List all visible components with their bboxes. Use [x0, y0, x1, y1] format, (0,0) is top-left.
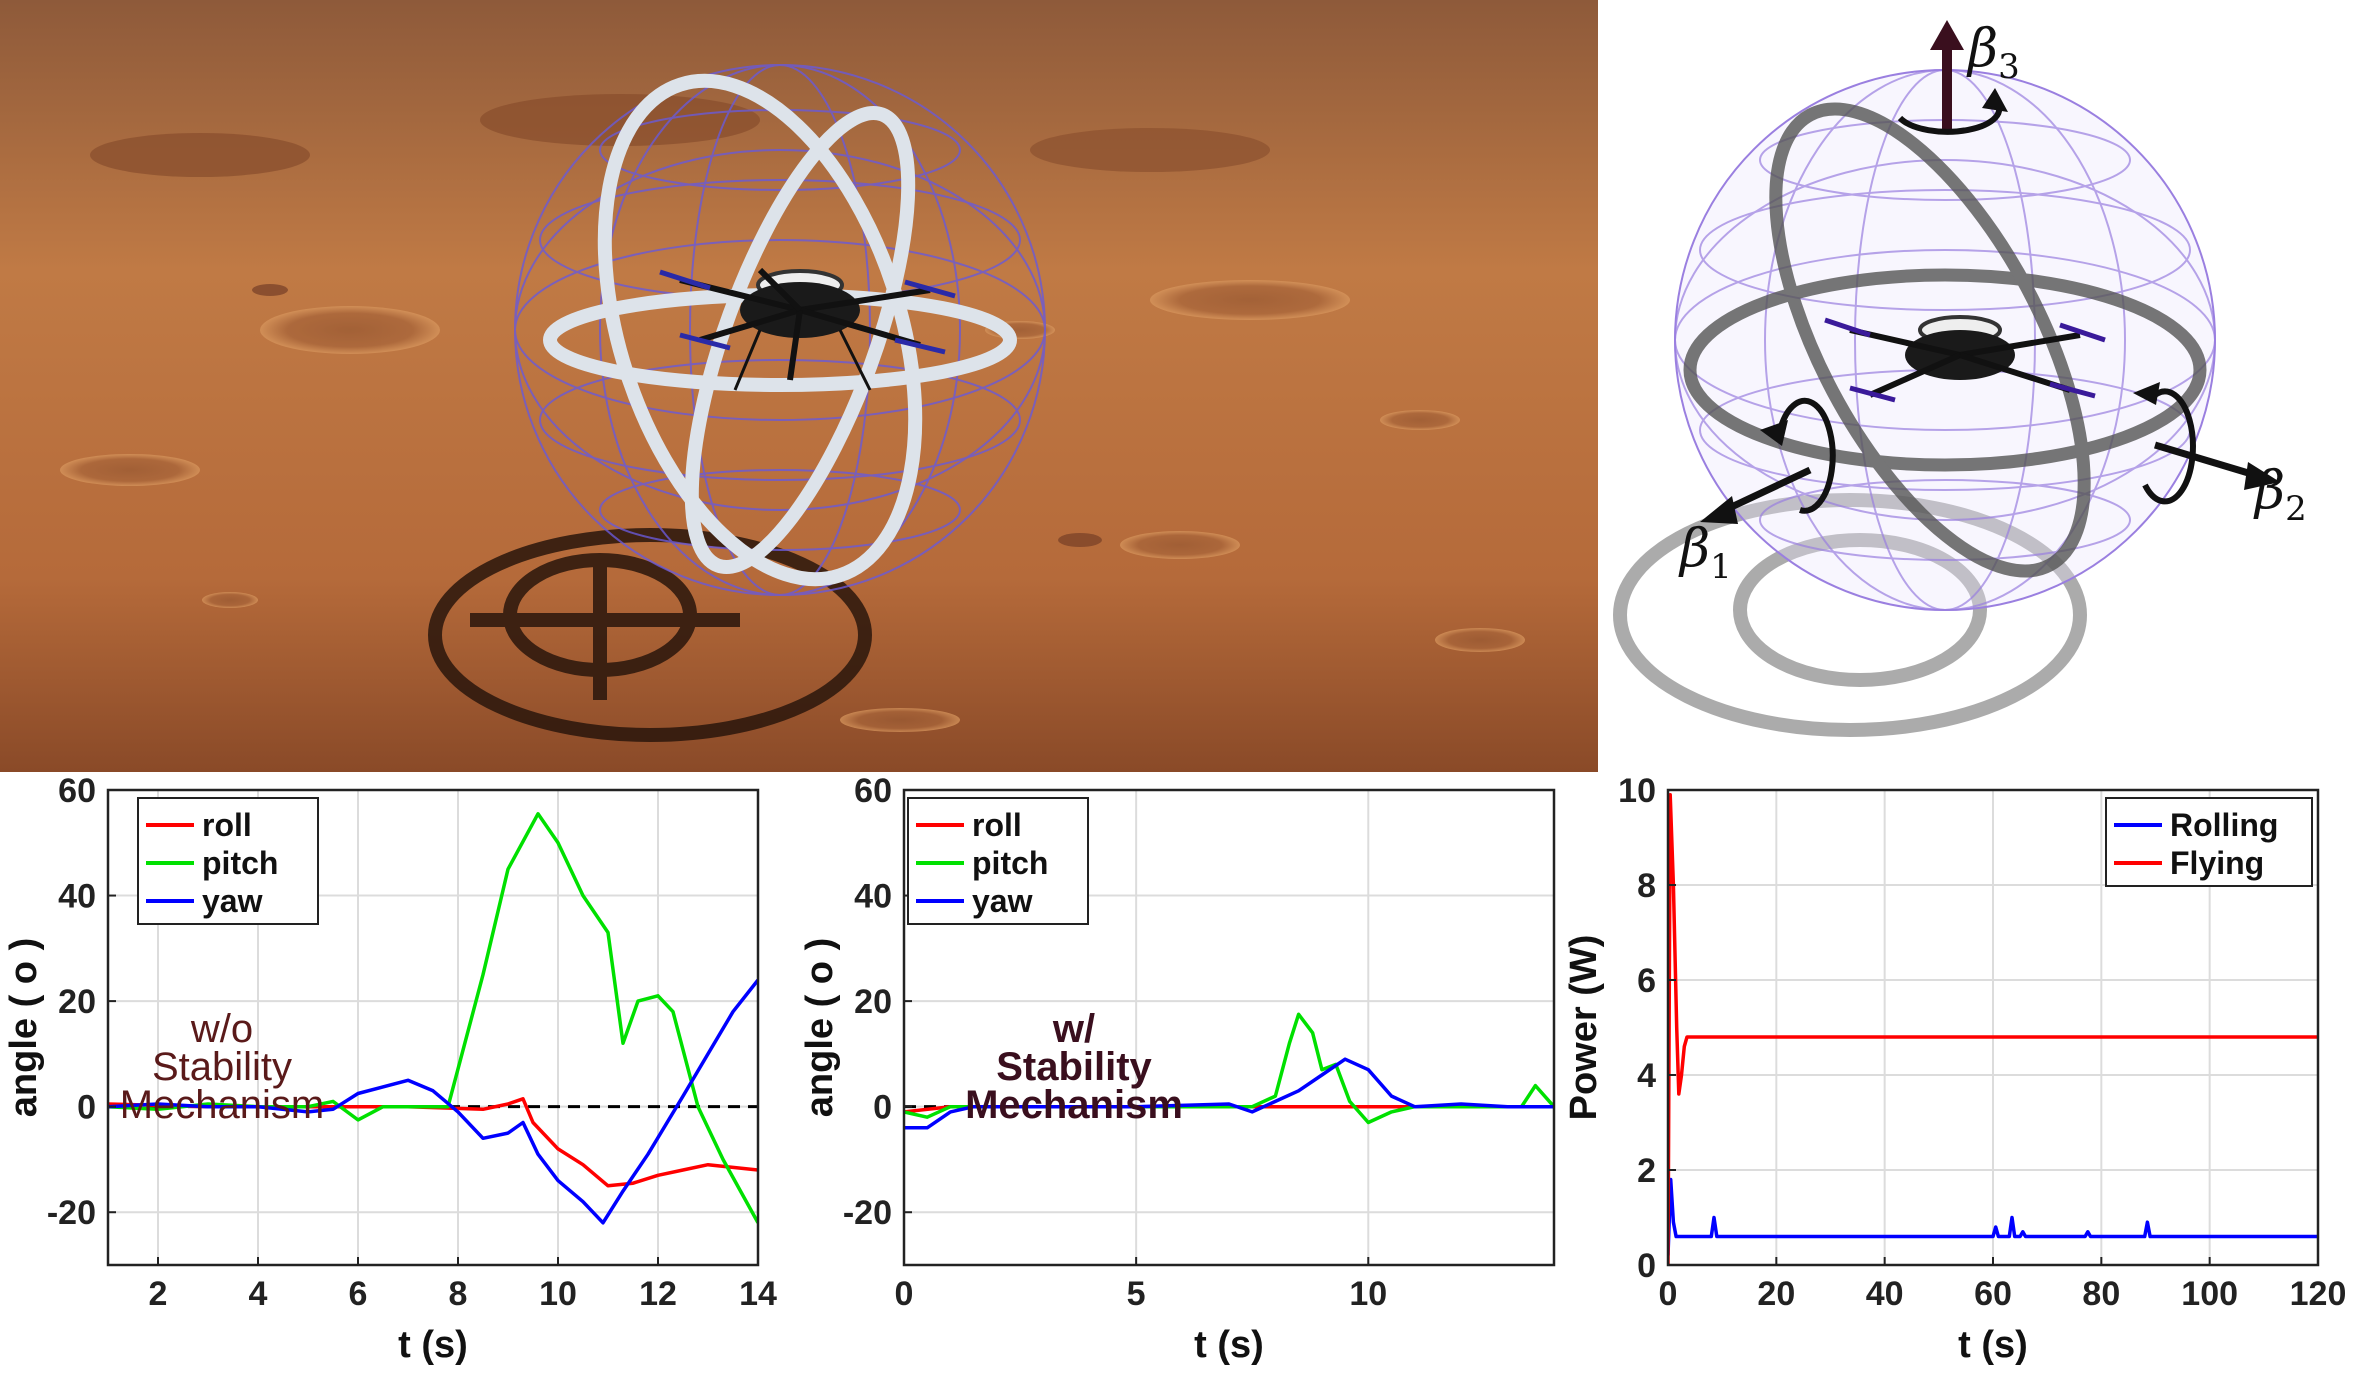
x-tick-label: 8 — [449, 1275, 468, 1313]
annotation-text: w/o — [190, 1007, 253, 1051]
annotation-text: Mechanism — [965, 1083, 1183, 1127]
legend-label-pitch: pitch — [202, 845, 278, 881]
series-line-yaw — [904, 1057, 1554, 1130]
beta2-label: β2 — [2253, 461, 2307, 529]
series-line-yaw — [108, 978, 758, 1225]
legend-label-yaw: yaw — [202, 883, 263, 919]
chart-power: 0 20 40 60 80 100 120 0 2 4 6 8 10 t (s) Power (W) Roll… — [1563, 772, 2347, 1366]
beta1-arrow-icon — [1700, 397, 1836, 524]
x-tick-label: 6 — [349, 1275, 368, 1313]
x-tick-label: 4 — [249, 1275, 268, 1313]
beta1-label: β1 — [1678, 519, 1732, 587]
y-tick-label: 0 — [1637, 1247, 1656, 1285]
y-tick-label: 10 — [1618, 772, 1656, 810]
y-tick-label: 8 — [1637, 867, 1656, 905]
y-tick-label: 20 — [854, 983, 892, 1021]
crater-group — [60, 94, 1525, 732]
x-tick-label: 12 — [639, 1275, 677, 1313]
x-tick-label: 10 — [539, 1275, 577, 1313]
plot-frame — [902, 788, 1556, 1267]
x-axis-title: t (s) — [398, 1324, 468, 1366]
legend-box — [2105, 797, 2313, 887]
y-tick-label: 2 — [1637, 1152, 1656, 1190]
x-tick-label: 10 — [1349, 1275, 1387, 1313]
x-tick-label: 100 — [2181, 1275, 2238, 1313]
x-tick-label: 40 — [1866, 1275, 1904, 1313]
y-tick-label: 40 — [58, 878, 96, 916]
annotation-text: w/ — [1052, 1007, 1095, 1051]
sphere-gimbals — [1683, 102, 2207, 578]
beta3-arrow-icon — [1897, 20, 2008, 135]
annotation-text: Stability — [996, 1045, 1152, 1089]
series-line-rolling — [1668, 1177, 2318, 1256]
y-tick-label: -20 — [843, 1194, 892, 1232]
legend-label-rolling: Rolling — [2170, 807, 2278, 843]
x-tick-label: 120 — [2290, 1275, 2347, 1313]
x-tick-label: 14 — [739, 1275, 777, 1313]
beta2-arrow-icon — [2133, 382, 2280, 505]
chart-without-stability: 2 4 6 8 10 12 14 -20 0 20 40 60 t (s) angle ( o ) roll… — [3, 772, 777, 1366]
sphere-shadow — [1613, 493, 2087, 737]
legend-label-flying: Flying — [2170, 845, 2264, 881]
y-tick-label: 60 — [58, 772, 96, 810]
y-tick-label: 0 — [77, 1089, 96, 1127]
cage-shadow — [428, 528, 872, 742]
y-axis-title: Power (W) — [1563, 935, 1605, 1121]
chart-with-stability: 0 5 10 -20 0 20 40 60 t (s) angle ( o ) rollpitchy… — [799, 772, 1556, 1366]
y-tick-label: 60 — [854, 772, 892, 810]
y-tick-label: 0 — [873, 1089, 892, 1127]
series-line-roll — [108, 1097, 758, 1188]
x-tick-label: 2 — [149, 1275, 168, 1313]
legend-label-roll: roll — [202, 807, 252, 843]
legend-label-pitch: pitch — [972, 845, 1048, 881]
y-tick-label: 6 — [1637, 962, 1656, 1000]
annotation-text: Mechanism — [120, 1083, 325, 1127]
y-tick-label: 4 — [1637, 1057, 1656, 1095]
x-tick-label: 80 — [2082, 1275, 2120, 1313]
plot-frame — [106, 788, 760, 1267]
sphere-drone-icon — [1824, 315, 2106, 403]
gimbal-rings — [543, 73, 1017, 587]
y-tick-label: -20 — [47, 1194, 96, 1232]
x-axis-title: t (s) — [1194, 1324, 1264, 1366]
beta3-label: β3 — [1966, 19, 2020, 87]
x-tick-label: 60 — [1974, 1275, 2012, 1313]
y-tick-label: 20 — [58, 983, 96, 1021]
x-tick-label: 5 — [1127, 1275, 1146, 1313]
y-axis-title: angle ( o ) — [3, 938, 45, 1117]
annotation-text: Stability — [152, 1045, 292, 1089]
y-axis-title: angle ( o ) — [799, 938, 841, 1117]
sphere-diagram: β3 β2 β1 — [1600, 0, 2355, 772]
x-tick-label: 0 — [1659, 1275, 1678, 1313]
drone-icon — [659, 267, 956, 391]
series-line-pitch — [108, 812, 758, 1224]
x-axis-title: t (s) — [1958, 1324, 2028, 1366]
legend-label-roll: roll — [972, 807, 1022, 843]
x-tick-label: 20 — [1757, 1275, 1795, 1313]
y-tick-label: 40 — [854, 878, 892, 916]
legend-label-yaw: yaw — [972, 883, 1033, 919]
mars-scene-image — [0, 0, 1598, 772]
x-tick-label: 0 — [895, 1275, 914, 1313]
series-line-flying — [1668, 792, 2318, 1265]
